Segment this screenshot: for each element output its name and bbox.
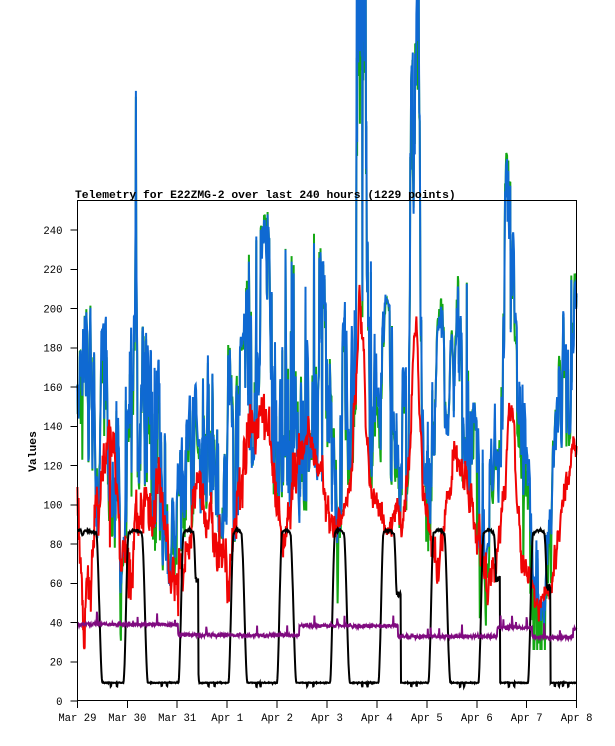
- svg-text:220: 220: [43, 265, 62, 277]
- svg-text:160: 160: [43, 383, 62, 395]
- svg-text:140: 140: [43, 422, 62, 434]
- svg-text:Apr 8: Apr 8: [561, 713, 593, 725]
- svg-text:Apr 2: Apr 2: [261, 713, 293, 725]
- svg-text:Apr 6: Apr 6: [461, 713, 493, 725]
- svg-text:Apr 7: Apr 7: [511, 713, 543, 725]
- svg-text:Values: Values: [28, 431, 40, 472]
- svg-text:240: 240: [43, 226, 62, 238]
- svg-text:Apr 1: Apr 1: [211, 713, 243, 725]
- svg-text:Mar 31: Mar 31: [158, 713, 196, 725]
- svg-text:Telemetry for E22ZMG-2 over la: Telemetry for E22ZMG-2 over last 240 hou…: [75, 190, 456, 202]
- svg-text:180: 180: [43, 344, 62, 356]
- svg-text:Apr 5: Apr 5: [411, 713, 443, 725]
- svg-text:Mar 30: Mar 30: [108, 713, 146, 725]
- svg-text:100: 100: [43, 501, 62, 513]
- svg-text:40: 40: [50, 618, 63, 630]
- svg-text:Mar 29: Mar 29: [58, 713, 96, 725]
- svg-text:Apr 4: Apr 4: [361, 713, 393, 725]
- svg-text:0: 0: [56, 697, 62, 709]
- svg-text:80: 80: [50, 540, 63, 552]
- svg-text:Apr 3: Apr 3: [311, 713, 343, 725]
- svg-text:200: 200: [43, 305, 62, 317]
- svg-text:120: 120: [43, 461, 62, 473]
- svg-text:60: 60: [50, 579, 63, 591]
- svg-text:20: 20: [50, 658, 63, 670]
